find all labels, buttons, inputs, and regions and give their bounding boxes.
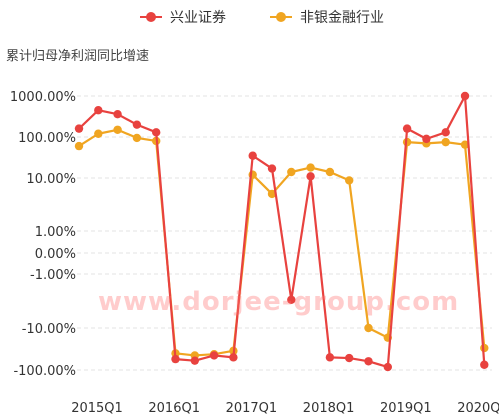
data-point (248, 151, 257, 160)
data-point (364, 357, 373, 366)
y-tick-label: 10.00% (26, 172, 76, 187)
data-point (113, 109, 122, 119)
data-point (267, 189, 277, 199)
y-tick-label: 1000.00% (10, 90, 76, 105)
data-point (229, 353, 238, 362)
data-point (94, 129, 103, 138)
legend-label: 非银金融行业 (300, 10, 384, 26)
data-point (287, 295, 296, 304)
data-point (113, 125, 122, 134)
data-point (480, 360, 489, 369)
x-tick-label: 2017Q1 (226, 401, 278, 416)
watermark: www.dorjee-group.com (98, 287, 459, 317)
x-tick-label: 2018Q1 (303, 401, 355, 416)
y-tick-label: 1.00% (35, 225, 76, 240)
data-point (152, 128, 161, 137)
data-point (132, 120, 142, 129)
data-point (422, 134, 431, 144)
data-point (209, 351, 219, 360)
data-point (306, 172, 315, 181)
data-point (267, 164, 277, 173)
x-tick-label: 2019Q1 (380, 401, 432, 416)
data-point (402, 124, 412, 133)
y-tick-label: -100.00% (13, 364, 76, 379)
data-point (94, 106, 103, 115)
data-point (306, 163, 315, 172)
data-point (74, 124, 84, 133)
legend: 兴业证券 非银金融行业 (140, 10, 384, 26)
legend-marker (276, 12, 286, 22)
data-point (345, 176, 354, 185)
data-point (364, 323, 373, 333)
series-line (78, 128, 486, 357)
data-point (441, 128, 450, 137)
legend-marker (146, 12, 156, 22)
y-tick-label: 0.00% (35, 247, 76, 262)
series-line (78, 94, 486, 369)
y-tick-label: -1.00% (30, 268, 76, 283)
y-axis-ticks: 1000.00% 100.00% 10.00% 1.00% 0.00% -1.00% -10… (10, 90, 76, 379)
data-point (460, 140, 470, 149)
series-兴业证券 (74, 91, 489, 372)
data-point (287, 167, 296, 177)
legend-label: 兴业证券 (170, 10, 226, 26)
y-tick-label: -10.00% (22, 322, 76, 337)
x-tick-label: 2015Q1 (71, 401, 123, 416)
data-point (171, 354, 180, 364)
data-point (460, 91, 470, 101)
x-tick-label: 2020Q1 (457, 401, 499, 416)
series-非银金融行业 (74, 125, 489, 360)
data-point (345, 353, 354, 363)
data-point (132, 133, 142, 143)
y-tick-label: 100.00% (18, 131, 76, 146)
data-point (325, 353, 335, 362)
x-axis-ticks: 2015Q1 2016Q1 2017Q1 2018Q1 2019Q1 2020Q1 (71, 401, 499, 416)
y-axis-label: 累计归母净利润同比增速 (6, 49, 149, 64)
data-point (441, 137, 450, 147)
data-point (383, 362, 392, 372)
series-group (74, 91, 489, 372)
x-tick-label: 2016Q1 (148, 401, 200, 416)
data-point (325, 167, 335, 177)
data-point (74, 141, 84, 151)
data-point (190, 356, 199, 365)
